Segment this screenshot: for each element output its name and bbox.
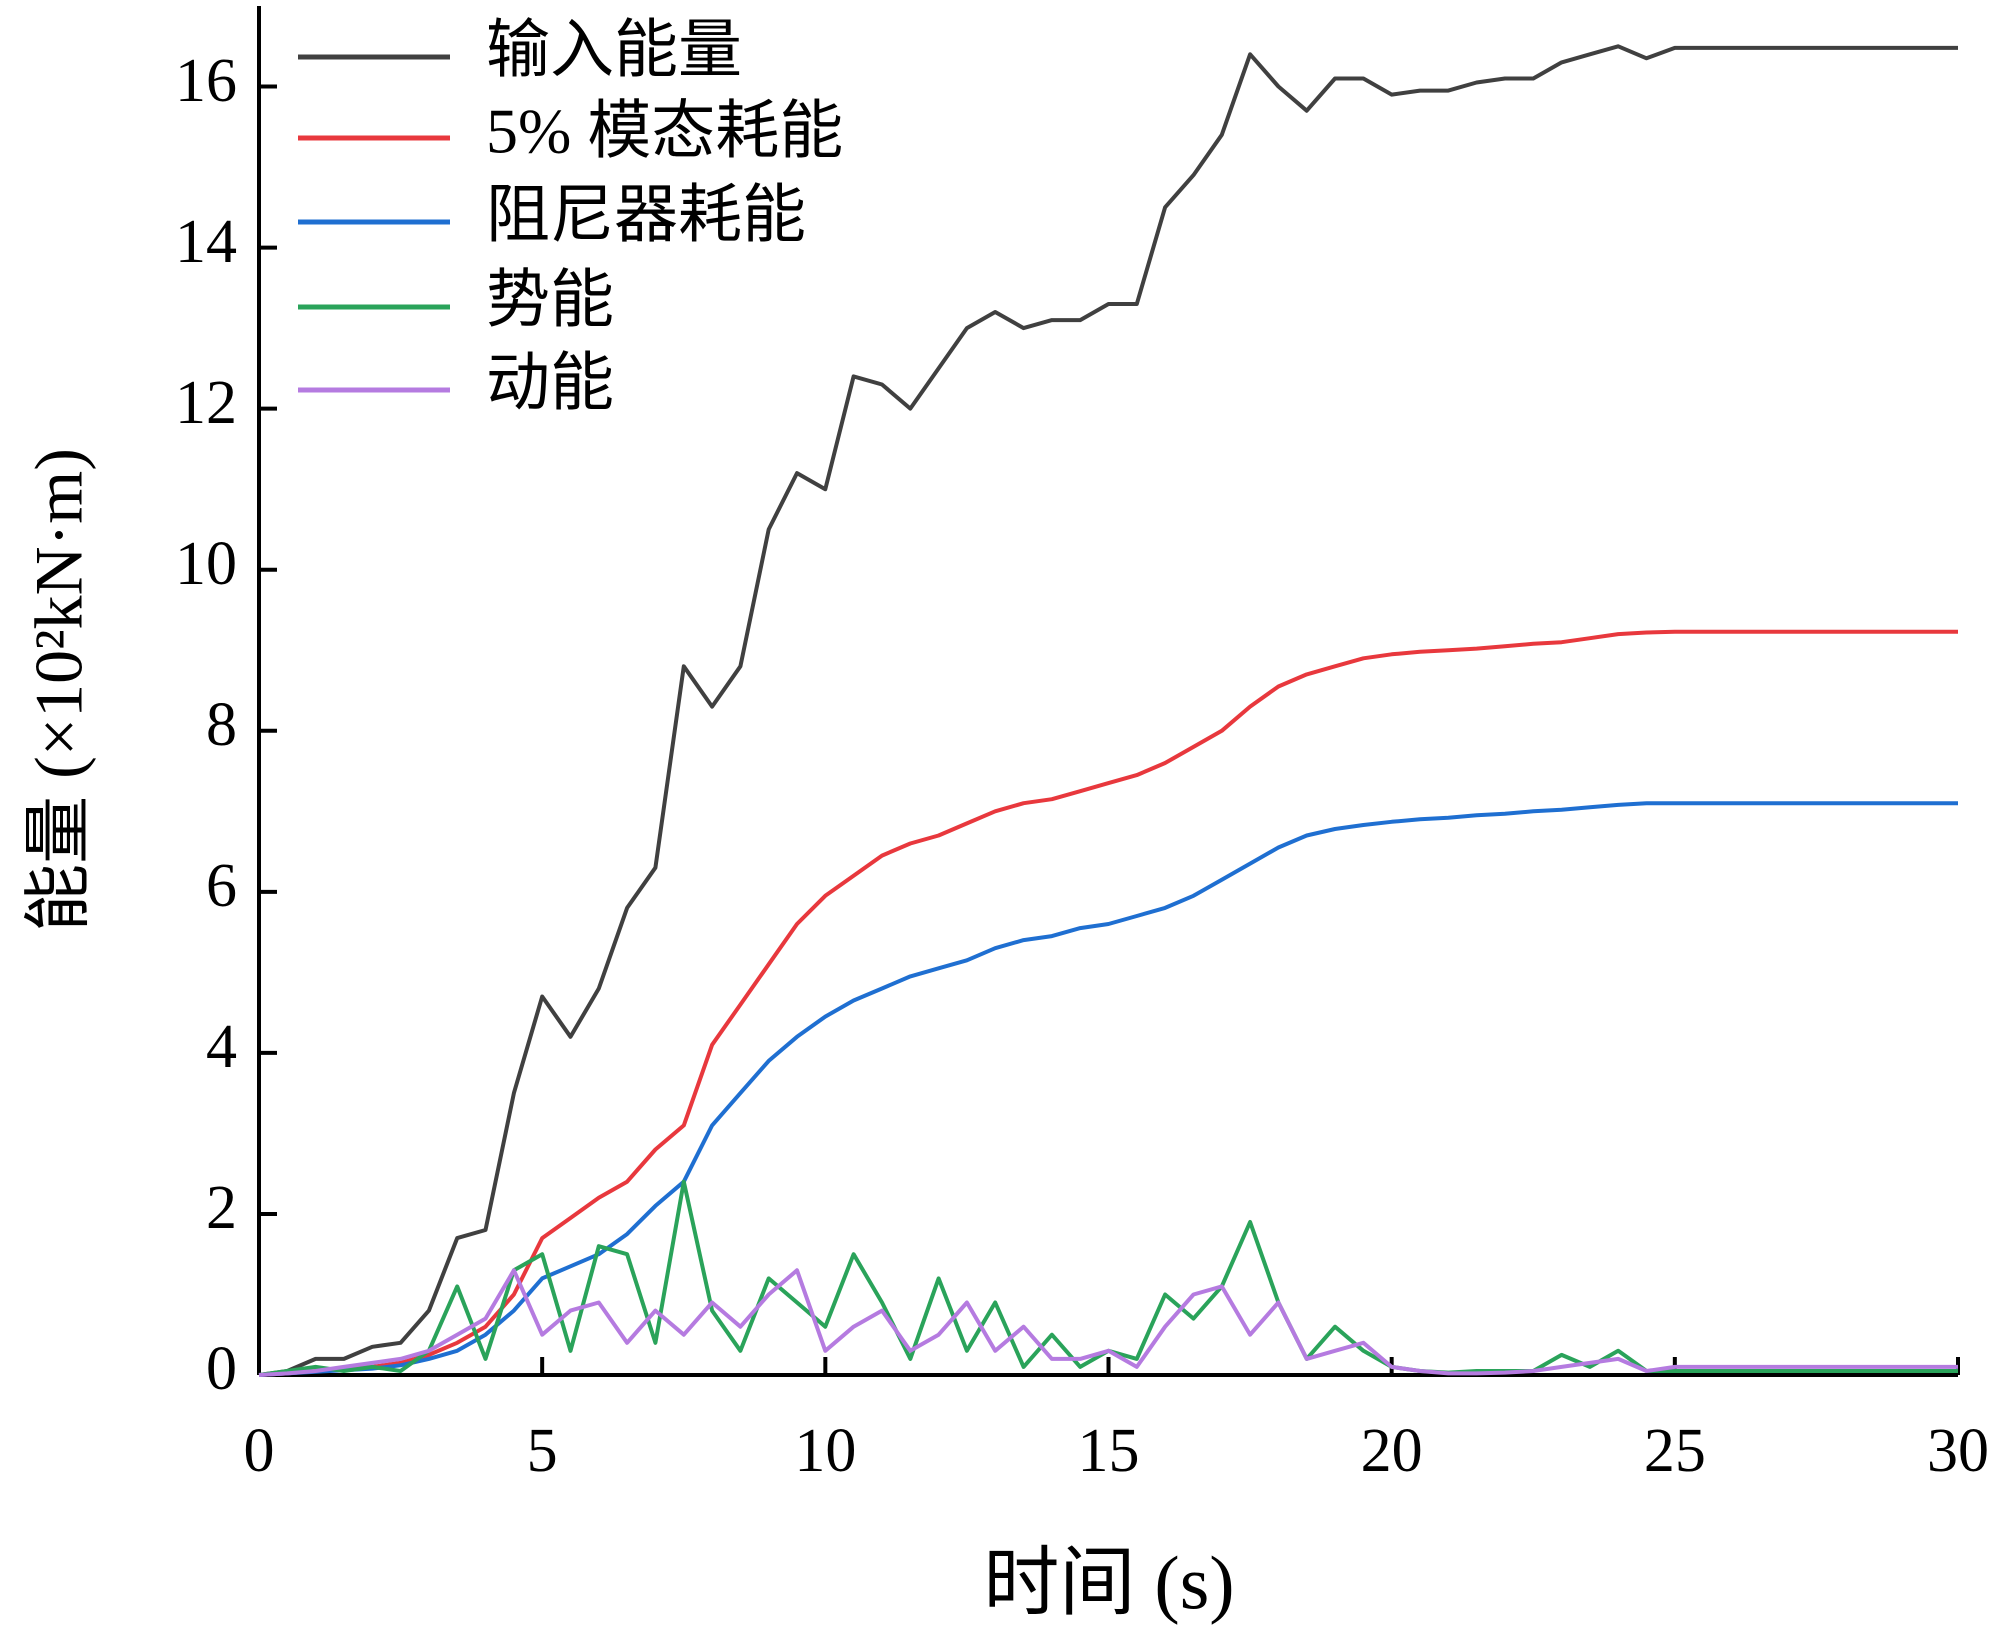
series-line <box>258 44 1958 1377</box>
x-tick-label: 15 <box>1078 1417 1140 1485</box>
legend-label: 势能 <box>486 265 614 336</box>
series-line <box>258 1179 1958 1377</box>
y-tick-label: 0 <box>206 1335 237 1403</box>
y-tick-label: 14 <box>175 208 237 276</box>
y-tick-label: 2 <box>206 1174 237 1242</box>
x-tick-label: 25 <box>1644 1417 1706 1485</box>
series-line <box>258 629 1958 1377</box>
y-axis-label: 能量 (×10²kN·m) <box>21 448 97 932</box>
y-tick-label: 4 <box>206 1013 237 1081</box>
x-tick-label: 10 <box>794 1417 856 1485</box>
legend-label: 输入能量 <box>486 15 742 86</box>
legend-label: 阻尼器耗能 <box>486 180 806 251</box>
x-tick-label: 30 <box>1927 1417 1989 1485</box>
legend-label: 5% 模态耗能 <box>486 96 843 167</box>
y-tick-label: 6 <box>206 852 237 920</box>
x-tick-label: 20 <box>1361 1417 1423 1485</box>
series-line <box>258 1268 1958 1377</box>
y-tick-label: 10 <box>175 530 237 598</box>
legend-label: 动能 <box>486 348 614 419</box>
series-line <box>258 801 1958 1377</box>
y-tick-label: 8 <box>206 691 237 759</box>
y-tick-label: 12 <box>175 369 237 437</box>
x-tick-label: 0 <box>244 1417 275 1485</box>
y-tick-label: 16 <box>175 47 237 115</box>
x-tick-label: 5 <box>527 1417 558 1485</box>
x-axis-label: 时间 (s) <box>983 1541 1234 1625</box>
